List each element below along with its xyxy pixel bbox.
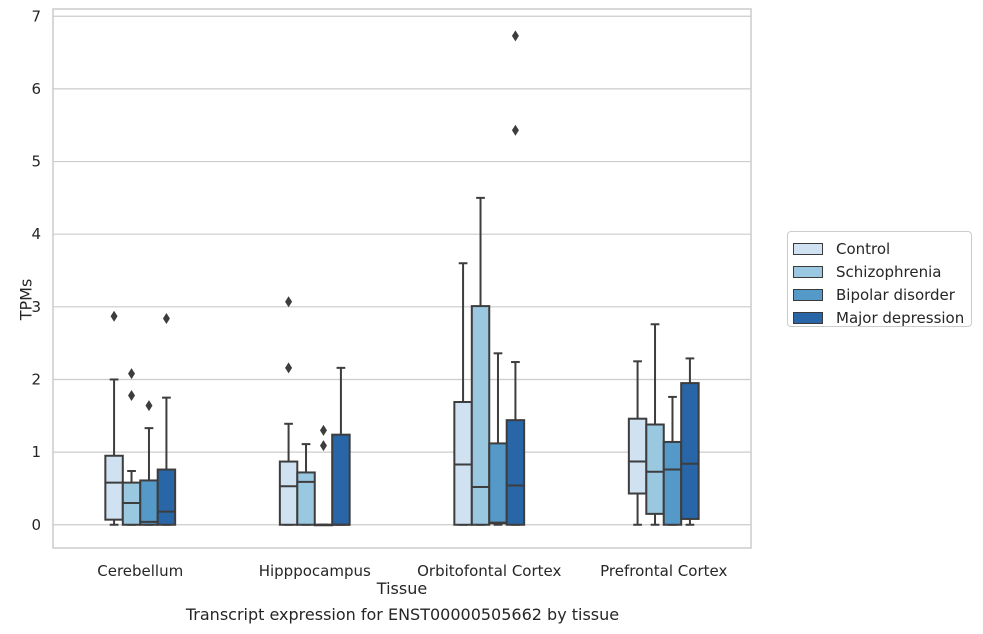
box-schizophrenia — [470, 196, 491, 526]
legend-item: Schizophrenia — [793, 260, 971, 283]
box-iqr — [156, 468, 177, 526]
y-tick-label: 4 — [31, 225, 41, 243]
box-bipolar-disorder — [139, 400, 159, 526]
y-tick-label: 7 — [31, 7, 41, 25]
y-tick-label: 1 — [31, 443, 41, 461]
y-tick-label: 6 — [31, 80, 41, 98]
box-iqr — [645, 423, 665, 515]
outlier-point — [285, 296, 293, 308]
box-major-depression — [156, 312, 177, 526]
outlier-point — [110, 310, 118, 322]
box-major-depression — [680, 357, 700, 526]
box-schizophrenia — [121, 368, 142, 526]
outlier-point — [162, 312, 170, 324]
plot-frame — [52, 8, 752, 549]
outlier-point — [285, 362, 293, 374]
legend-swatch — [793, 288, 823, 301]
box-major-depression — [331, 366, 351, 526]
legend: Control Schizophrenia Bipolar disorder Majo… — [787, 231, 972, 327]
box-layer — [104, 30, 700, 527]
box-iqr — [296, 471, 316, 526]
x-tick-label: Hipppocampus — [259, 562, 371, 580]
box-major-depression — [505, 30, 526, 526]
outlier-point — [511, 30, 519, 42]
x-tick-label: Cerebellum — [97, 562, 183, 580]
box-iqr — [505, 419, 526, 526]
x-tick-label: Prefrontal Cortex — [600, 562, 727, 580]
grid-layer — [53, 15, 751, 526]
legend-item: Control — [793, 237, 971, 260]
box-iqr — [278, 460, 299, 526]
box-bipolar-disorder — [313, 424, 334, 527]
box-control — [453, 262, 473, 526]
box-control — [627, 360, 648, 526]
box-iqr — [139, 479, 159, 526]
y-axis-label: TPMs — [6, 279, 36, 321]
outlier-point — [319, 424, 327, 436]
legend-label: Bipolar disorder — [836, 285, 955, 304]
box-schizophrenia — [296, 443, 316, 526]
outlier-point — [319, 440, 327, 452]
box-iqr — [662, 440, 683, 526]
tick-layer: 0 1 2 3 4 5 6 7 Cerebellum Hipppocampus Orbitofont… — [31, 7, 727, 580]
legend-label: Major depression — [836, 308, 965, 327]
box-control — [278, 296, 299, 526]
box-iqr — [627, 417, 648, 495]
y-tick-label: 3 — [31, 298, 41, 316]
y-tick-label: 2 — [31, 370, 41, 388]
box-iqr — [331, 433, 351, 526]
outlier-point — [145, 400, 153, 412]
box-iqr — [680, 382, 700, 520]
box-iqr — [453, 400, 473, 526]
box-bipolar-disorder — [662, 395, 683, 526]
box-schizophrenia — [645, 323, 665, 526]
legend-label: Schizophrenia — [836, 262, 942, 281]
outlier-point — [511, 124, 519, 136]
y-axis-label-text: TPMs — [16, 278, 36, 321]
legend-label: Control — [836, 239, 891, 258]
legend-swatch — [793, 311, 823, 324]
legend-item: Bipolar disorder — [793, 283, 971, 306]
y-tick-label: 5 — [31, 153, 41, 171]
box-iqr — [488, 442, 508, 525]
x-tick-label: Orbitofontal Cortex — [417, 562, 561, 580]
legend-swatch — [793, 265, 823, 278]
box-iqr — [470, 305, 491, 526]
chart-caption: Transcript expression for ENST0000050566… — [185, 605, 620, 624]
outlier-point — [128, 368, 136, 380]
y-tick-label: 0 — [31, 516, 41, 534]
x-axis-label: Tissue — [376, 579, 428, 598]
legend-swatch — [793, 242, 823, 255]
legend-item: Major depression — [793, 306, 971, 329]
box-control — [104, 310, 124, 526]
outlier-point — [128, 389, 136, 401]
box-iqr — [104, 454, 124, 521]
